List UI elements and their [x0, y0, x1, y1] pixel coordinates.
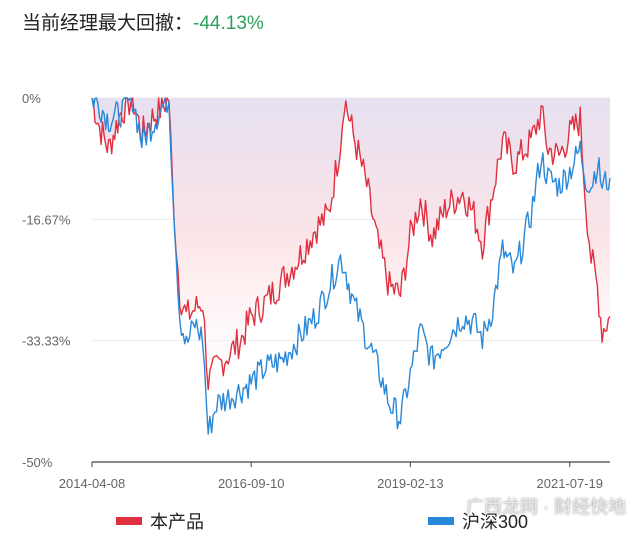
x-tick-label: 2021-07-19 [537, 476, 604, 491]
x-tick-label: 2019-02-13 [377, 476, 444, 491]
series-area-0 [92, 98, 610, 390]
series-line-csi300 [91, 97, 611, 435]
y-tick-label: -16.67% [22, 212, 71, 227]
y-tick-label: -33.33% [22, 334, 71, 349]
title-label: 当前经理最大回撤： [22, 13, 194, 34]
legend-swatch-csi300 [428, 517, 454, 525]
legend-label-csi300: 沪深300 [462, 512, 529, 532]
watermark: 广西龙网 · 财经快地 [466, 497, 626, 517]
chart-title: 当前经理最大回撤：-44.13% [22, 8, 264, 35]
y-tick-label: -50% [22, 455, 53, 470]
legend-item-csi300[interactable]: 沪深300 [428, 508, 528, 534]
legend-item-product[interactable]: 本产品 [116, 508, 204, 534]
x-tick-label: 2016-09-10 [218, 476, 285, 491]
x-tick-label: 2014-04-08 [59, 476, 126, 491]
legend-label-product: 本产品 [150, 512, 204, 532]
y-tick-label: 0% [22, 91, 41, 106]
legend-swatch-product [116, 517, 142, 525]
max-drawdown-value: -44.13% [193, 13, 264, 34]
